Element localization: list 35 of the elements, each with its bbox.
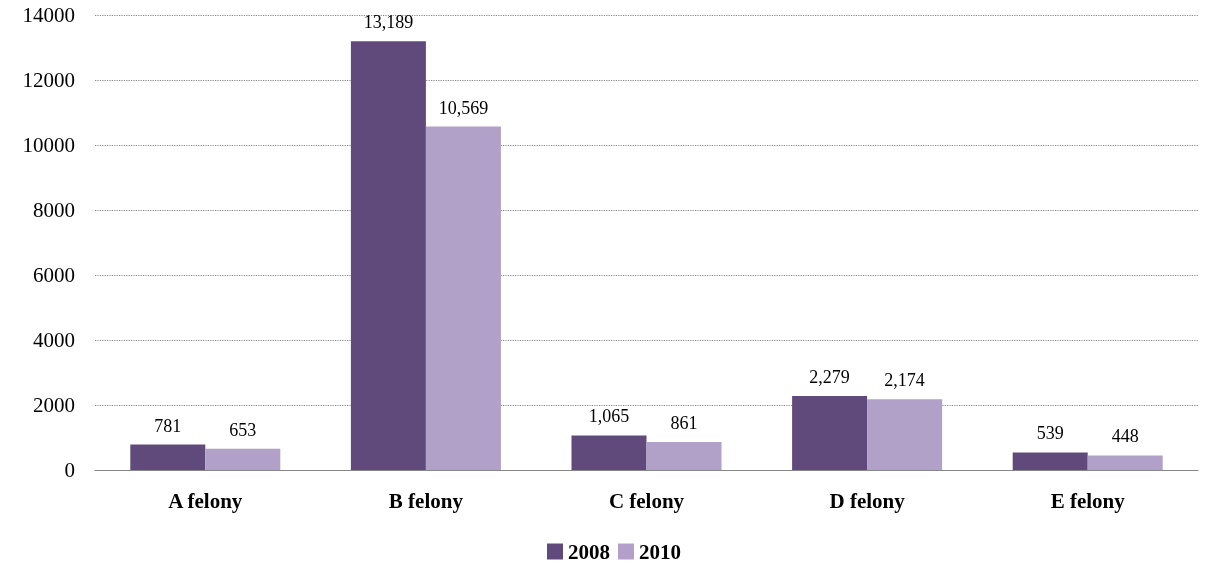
bar [130, 444, 206, 470]
data-label: 13,189 [363, 12, 414, 33]
data-label: 2,279 [809, 366, 850, 387]
bar [350, 41, 426, 470]
bar [867, 399, 943, 470]
data-label: 539 [1036, 423, 1064, 444]
data-label: 653 [229, 419, 257, 440]
legend-label: 2008 [568, 539, 610, 564]
x-tick-label: A felony [168, 488, 243, 513]
data-label: 448 [1111, 426, 1139, 447]
y-tick-label: 4000 [33, 328, 75, 352]
data-label: 781 [154, 415, 182, 436]
y-tick-label: 12000 [22, 68, 75, 92]
data-label: 1,065 [588, 406, 630, 427]
bar [571, 435, 647, 470]
legend-label: 2010 [639, 539, 681, 564]
bar [1012, 452, 1088, 470]
y-tick-label: 2000 [33, 393, 75, 417]
bar [1087, 455, 1163, 470]
bar [205, 448, 281, 470]
data-label: 861 [670, 413, 698, 434]
x-tick-label: D felony [829, 488, 906, 513]
x-tick-label: B felony [388, 488, 464, 513]
bar [792, 395, 868, 470]
y-tick-label: 8000 [33, 198, 75, 222]
y-tick-label: 10000 [22, 133, 75, 157]
y-tick-label: 14000 [22, 3, 75, 27]
bar [425, 126, 501, 470]
x-tick-label: C felony [608, 488, 685, 513]
data-label: 10,569 [438, 97, 489, 118]
y-tick-label: 0 [64, 458, 75, 482]
y-tick-label: 6000 [33, 263, 75, 287]
bar [646, 442, 722, 470]
x-tick-label: E felony [1050, 488, 1126, 513]
data-label: 2,174 [884, 370, 925, 391]
